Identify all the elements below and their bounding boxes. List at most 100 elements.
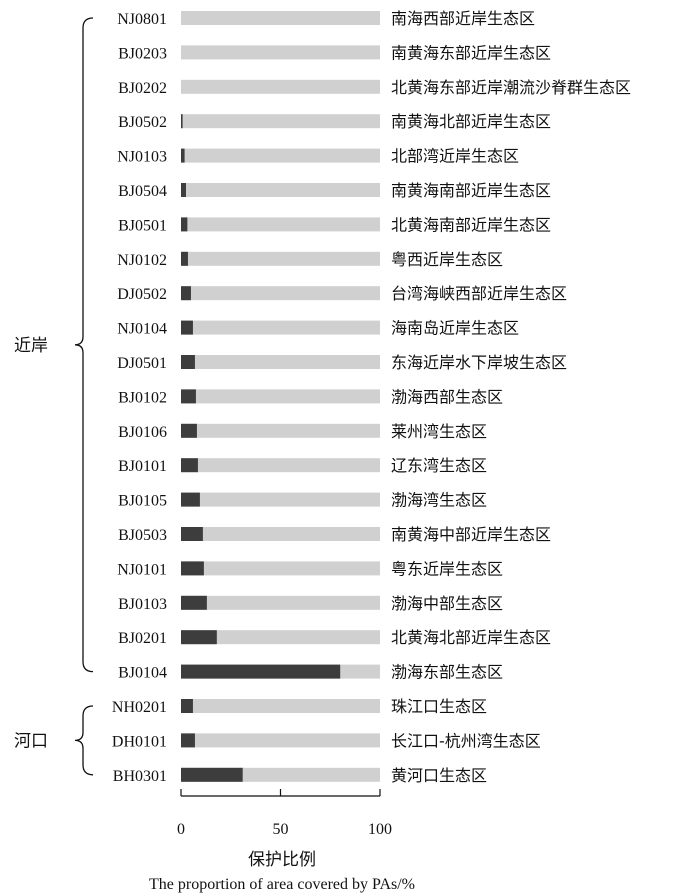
bar-row-nj0801: NJ0801 南海西部近岸生态区 (117, 9, 535, 28)
row-code-label: BJ0105 (118, 493, 167, 510)
x-axis-title-cn: 保护比例 (248, 850, 316, 870)
row-code-label: NJ0101 (117, 561, 167, 578)
row-name-label: 南黄海南部近岸生态区 (391, 181, 551, 200)
group-label: 近岸 (14, 336, 48, 356)
bar-covered (181, 595, 207, 610)
bar-covered (181, 458, 198, 473)
bar-covered (181, 114, 183, 129)
row-name-label: 珠江口生态区 (391, 697, 487, 716)
row-code-label: NJ0801 (117, 11, 167, 28)
row-name-label: 渤海西部生态区 (391, 387, 503, 406)
row-code-label: BJ0503 (118, 527, 167, 544)
bar-remaining (181, 458, 380, 473)
row-name-label: 粤西近岸生态区 (391, 250, 503, 269)
bar-covered (181, 423, 197, 438)
bar-remaining (181, 217, 380, 232)
bar-remaining (181, 79, 380, 94)
bar-row-dj0502: DJ0502 台湾海峡西部近岸生态区 (117, 284, 567, 303)
bar-remaining (181, 423, 380, 438)
row-code-label: NJ0104 (117, 321, 167, 338)
bar-row-bj0203: BJ0203 南黄海东部近岸生态区 (118, 43, 551, 62)
bar-covered (181, 320, 193, 335)
row-name-label: 北黄海北部近岸生态区 (391, 628, 551, 647)
row-code-label: BH0301 (113, 768, 167, 785)
bar-covered (181, 389, 196, 404)
row-code-label: NJ0103 (117, 149, 167, 166)
bar-remaining (181, 114, 380, 129)
bar-row-bj0102: BJ0102 渤海西部生态区 (118, 387, 503, 406)
bar-covered (181, 733, 195, 748)
row-code-label: NJ0102 (117, 252, 167, 269)
bar-row-dj0501: DJ0501 东海近岸水下岸坡生态区 (117, 353, 567, 372)
row-name-label: 黄河口生态区 (391, 766, 487, 785)
row-name-label: 台湾海峡西部近岸生态区 (391, 284, 567, 303)
bar-rows: NJ0801 南海西部近岸生态区 BJ0203 南黄海东部近岸生态区 BJ0202 北黄海… (112, 9, 631, 785)
row-name-label: 北部湾近岸生态区 (391, 147, 519, 166)
bar-row-bj0501: BJ0501 北黄海南部近岸生态区 (118, 215, 551, 234)
x-axis-title-en: The proportion of area covered by PAs/% (149, 876, 415, 893)
bar-row-bj0201: BJ0201 北黄海北部近岸生态区 (118, 628, 551, 647)
row-name-label: 南黄海中部近岸生态区 (391, 525, 551, 544)
bar-covered (181, 251, 188, 266)
row-code-label: BJ0501 (118, 217, 167, 234)
row-code-label: BJ0104 (118, 665, 167, 682)
bar-remaining (181, 148, 380, 163)
bar-covered (181, 561, 204, 576)
row-code-label: BJ0504 (118, 183, 167, 200)
bar-covered (181, 492, 200, 507)
row-name-label: 海南岛近岸生态区 (391, 319, 519, 338)
row-name-label: 莱州湾生态区 (391, 422, 487, 441)
row-name-label: 南黄海北部近岸生态区 (391, 112, 551, 131)
row-name-label: 东海近岸水下岸坡生态区 (391, 353, 567, 372)
row-code-label: NH0201 (112, 699, 167, 716)
row-code-label: BJ0201 (118, 630, 167, 647)
row-name-label: 南黄海东部近岸生态区 (391, 43, 551, 62)
bar-covered (181, 527, 203, 541)
bar-row-bh0301: BH0301 黄河口生态区 (113, 766, 487, 785)
bar-covered (181, 767, 243, 782)
bar-remaining (181, 320, 380, 335)
bar-remaining (181, 492, 380, 507)
row-code-label: DJ0502 (117, 286, 167, 303)
row-code-label: BJ0103 (118, 596, 167, 613)
bar-row-nj0104: NJ0104 海南岛近岸生态区 (117, 319, 519, 338)
bar-row-nj0103: NJ0103 北部湾近岸生态区 (117, 147, 519, 166)
row-code-label: BJ0202 (118, 80, 167, 97)
group-bracket (74, 705, 94, 776)
bar-remaining (181, 733, 380, 748)
bar-row-bj0106: BJ0106 莱州湾生态区 (118, 422, 487, 441)
row-name-label: 南海西部近岸生态区 (391, 9, 535, 28)
row-name-label: 渤海东部生态区 (391, 663, 503, 682)
bar-covered (181, 664, 341, 679)
x-tick-label: 100 (368, 821, 392, 838)
bar-row-bj0103: BJ0103 渤海中部生态区 (118, 594, 503, 613)
bar-remaining (181, 561, 380, 576)
row-code-label: BJ0101 (118, 458, 167, 475)
bar-remaining (181, 183, 380, 197)
bar-remaining (181, 355, 380, 369)
row-name-label: 长江口-杭州湾生态区 (391, 731, 541, 750)
bar-row-nj0102: NJ0102 粤西近岸生态区 (117, 250, 503, 269)
bar-remaining (181, 630, 380, 645)
bar-row-nj0101: NJ0101 粤东近岸生态区 (117, 559, 503, 578)
bar-covered (181, 183, 186, 197)
x-axis: 0 50 100 (177, 789, 392, 838)
bar-covered (181, 217, 188, 232)
bar-row-bj0504: BJ0504 南黄海南部近岸生态区 (118, 181, 551, 200)
row-code-label: DH0101 (112, 733, 167, 750)
bar-row-bj0502: BJ0502 南黄海北部近岸生态区 (118, 112, 551, 131)
row-name-label: 北黄海南部近岸生态区 (391, 215, 551, 234)
x-tick-label: 50 (273, 821, 289, 838)
group-bracket (74, 17, 94, 673)
bar-remaining (181, 11, 380, 25)
bar-remaining (181, 527, 380, 541)
row-name-label: 北黄海东部近岸潮流沙脊群生态区 (391, 78, 631, 97)
row-code-label: BJ0102 (118, 389, 167, 406)
bar-row-bj0105: BJ0105 渤海湾生态区 (118, 491, 487, 510)
bar-remaining (181, 286, 380, 301)
bar-covered (181, 355, 195, 369)
row-name-label: 粤东近岸生态区 (391, 559, 503, 578)
bar-remaining (181, 389, 380, 404)
